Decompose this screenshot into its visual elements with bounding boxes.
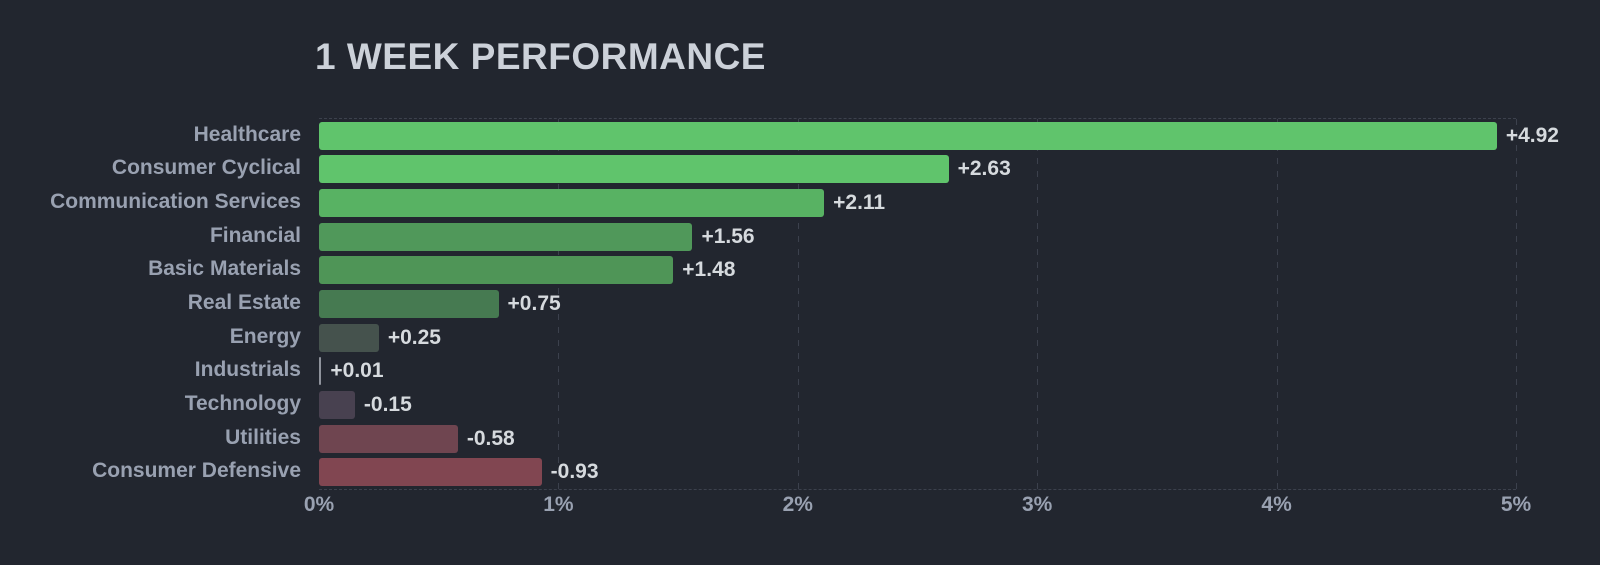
bar-row: +0.25 [319,321,1600,355]
category-label-utilities: Utilities [225,425,301,449]
chart-title: 1 WEEK PERFORMANCE [315,36,766,77]
x-tick-4pct: 4% [1261,493,1292,516]
value-label: +0.01 [330,359,384,383]
x-tick-2pct: 2% [782,493,813,516]
bar-row: -0.15 [319,388,1600,422]
value-label: +0.25 [387,325,441,349]
bar-row: +0.75 [319,287,1600,321]
category-label-consumer-defensive: Consumer Defensive [92,459,301,483]
category-label-consumer-cyclical: Consumer Cyclical [111,156,301,180]
bar-row: +0.01 [319,354,1600,388]
value-label: -0.58 [466,426,515,450]
bar-row: -0.58 [319,422,1600,456]
bar-financial [319,222,693,251]
value-label: +2.63 [957,157,1011,181]
gridline-4pct [1276,119,1278,489]
category-label-basic-materials: Basic Materials [148,257,301,281]
bar-technology [319,390,355,419]
bar-basic-materials [319,256,674,285]
bar-row: +1.48 [319,254,1600,288]
value-label: +0.75 [507,291,561,315]
gridline-1pct [558,119,560,489]
category-label-healthcare: Healthcare [193,122,301,146]
bar-utilities [319,424,458,453]
bar-communication-services [319,189,825,218]
plot-area: +4.92 +2.63 +2.11 +1.56 +1.48 +0.75 +0.25 +0.01… [319,118,1559,490]
bar-row: +2.63 [319,153,1600,187]
bar-consumer-defensive [319,458,542,487]
gridline-2pct [797,119,799,489]
value-label: +1.56 [701,224,755,248]
value-label: -0.93 [550,460,599,484]
bar-row: -0.93 [319,455,1600,489]
bar-real-estate [319,289,499,318]
bar-healthcare [319,121,1497,150]
value-label: -0.15 [363,392,412,416]
bar-industrials [319,357,322,386]
bar-energy [319,323,379,352]
gridline-5pct [1516,119,1517,489]
bar-consumer-cyclical [319,155,949,184]
value-label: +4.92 [1505,123,1559,147]
x-tick-1pct: 1% [543,493,574,516]
x-tick-3pct: 3% [1022,493,1053,516]
gridline-3pct [1037,119,1039,489]
category-label-industrials: Industrials [194,358,301,382]
category-label-communication-services: Communication Services [50,190,301,214]
category-axis: Healthcare Consumer Cyclical Communication… [0,118,309,488]
x-axis: 0% 1% 2% 3% 4% 5% [0,489,1600,523]
x-tick-0pct: 0% [303,493,335,516]
value-label: +2.11 [833,191,886,215]
category-label-real-estate: Real Estate [187,290,301,314]
category-label-technology: Technology [184,391,301,415]
value-label: +1.48 [682,258,736,282]
bar-row: +4.92 [319,119,1600,153]
bar-row: +2.11 [319,186,1600,220]
category-label-financial: Financial [209,223,301,247]
bar-row: +1.56 [319,220,1600,254]
x-tick-5pct: 5% [1500,493,1532,516]
category-label-energy: Energy [229,324,301,348]
